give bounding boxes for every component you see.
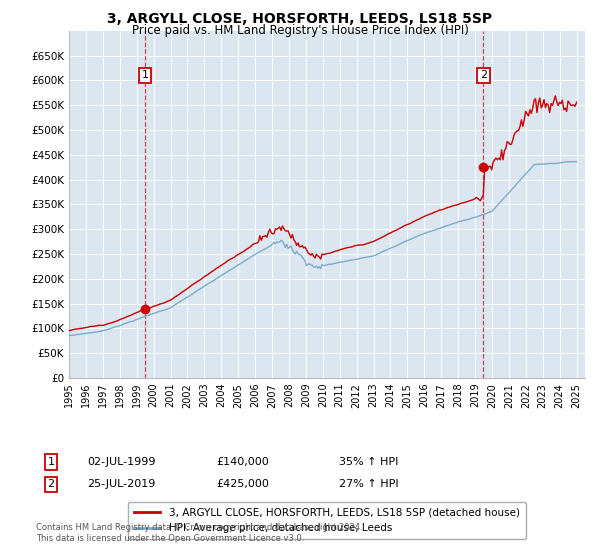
Text: 2: 2	[480, 71, 487, 81]
Text: 1: 1	[47, 457, 55, 467]
Legend: 3, ARGYLL CLOSE, HORSFORTH, LEEDS, LS18 5SP (detached house), HPI: Average price: 3, ARGYLL CLOSE, HORSFORTH, LEEDS, LS18 …	[128, 502, 526, 539]
Text: 2: 2	[47, 479, 55, 489]
Text: 35% ↑ HPI: 35% ↑ HPI	[339, 457, 398, 467]
Text: Contains HM Land Registry data © Crown copyright and database right 2024.
This d: Contains HM Land Registry data © Crown c…	[36, 524, 362, 543]
Text: Price paid vs. HM Land Registry's House Price Index (HPI): Price paid vs. HM Land Registry's House …	[131, 24, 469, 36]
Text: 1: 1	[142, 71, 149, 81]
Text: 3, ARGYLL CLOSE, HORSFORTH, LEEDS, LS18 5SP: 3, ARGYLL CLOSE, HORSFORTH, LEEDS, LS18 …	[107, 12, 493, 26]
Text: £140,000: £140,000	[216, 457, 269, 467]
Text: £425,000: £425,000	[216, 479, 269, 489]
Text: 27% ↑ HPI: 27% ↑ HPI	[339, 479, 398, 489]
Text: 25-JUL-2019: 25-JUL-2019	[87, 479, 155, 489]
Text: 02-JUL-1999: 02-JUL-1999	[87, 457, 155, 467]
